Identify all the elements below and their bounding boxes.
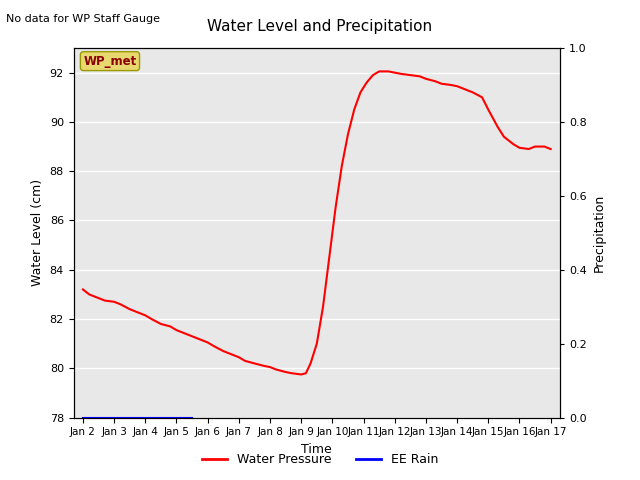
Text: WP_met: WP_met [83, 55, 136, 68]
Text: No data for WP Staff Gauge: No data for WP Staff Gauge [6, 14, 161, 24]
X-axis label: Time: Time [301, 443, 332, 456]
Text: Water Level and Precipitation: Water Level and Precipitation [207, 19, 433, 34]
Y-axis label: Precipitation: Precipitation [593, 193, 605, 272]
Legend: Water Pressure, EE Rain: Water Pressure, EE Rain [196, 448, 444, 471]
Y-axis label: Water Level (cm): Water Level (cm) [31, 179, 44, 287]
